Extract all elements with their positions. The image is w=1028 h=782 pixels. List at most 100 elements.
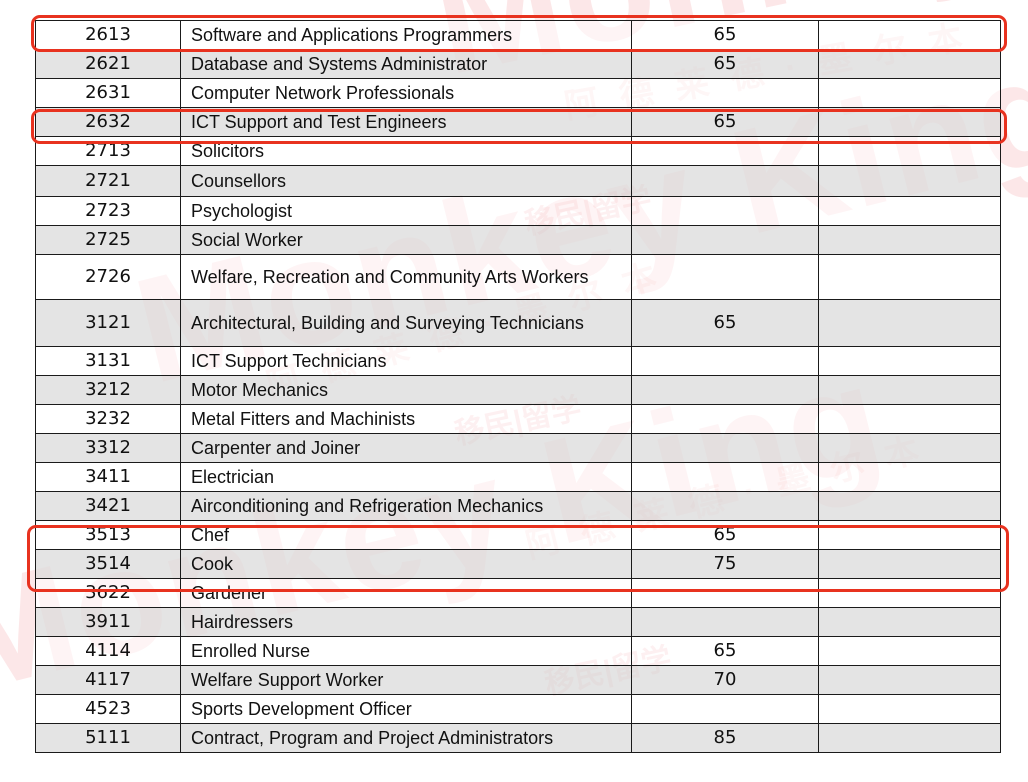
- extra-cell: [818, 491, 1001, 521]
- occupation-name-cell: Electrician: [180, 462, 632, 492]
- points-score-cell: 65: [631, 20, 819, 50]
- table-row: 4114 Enrolled Nurse 65: [35, 636, 1001, 666]
- points-score-cell: 65: [631, 520, 819, 550]
- points-score-cell: [631, 578, 819, 608]
- occupation-code-cell: 3121: [35, 299, 181, 347]
- occupation-name-cell: Hairdressers: [180, 607, 632, 637]
- occupation-name-cell: Database and Systems Administrator: [180, 49, 632, 79]
- extra-cell: [818, 346, 1001, 376]
- occupation-name-cell: Carpenter and Joiner: [180, 433, 632, 463]
- points-score-cell: 65: [631, 49, 819, 79]
- table-row: 2721 Counsellors: [35, 165, 1001, 197]
- occupation-code-cell: 3622: [35, 578, 181, 608]
- occupation-code-cell: 5111: [35, 723, 181, 753]
- occupation-name-cell: Sports Development Officer: [180, 694, 632, 724]
- occupation-code-cell: 3312: [35, 433, 181, 463]
- table-row: 3421 Airconditioning and Refrigeration Me…: [35, 491, 1001, 521]
- occupation-code-cell: 2721: [35, 165, 181, 197]
- occupation-code-cell: 4114: [35, 636, 181, 666]
- occupation-code-cell: 2726: [35, 254, 181, 300]
- occupation-code-cell: 3131: [35, 346, 181, 376]
- table-row: 3312 Carpenter and Joiner: [35, 433, 1001, 463]
- occupation-code-cell: 3421: [35, 491, 181, 521]
- points-score-cell: 65: [631, 107, 819, 137]
- occupation-code-cell: 3513: [35, 520, 181, 550]
- points-score-cell: [631, 607, 819, 637]
- table-row: 2725 Social Worker: [35, 225, 1001, 255]
- occupation-name-cell: Motor Mechanics: [180, 375, 632, 405]
- occupation-name-cell: Solicitors: [180, 136, 632, 166]
- extra-cell: [818, 254, 1001, 300]
- points-score-cell: [631, 136, 819, 166]
- points-score-cell: 70: [631, 665, 819, 695]
- points-score-cell: 65: [631, 636, 819, 666]
- table-row: 4523 Sports Development Officer: [35, 694, 1001, 724]
- occupation-code-cell: 3514: [35, 549, 181, 579]
- occupation-code-cell: 4523: [35, 694, 181, 724]
- extra-cell: [818, 136, 1001, 166]
- extra-cell: [818, 20, 1001, 50]
- occupation-table: 2613 Software and Applications Programmer…: [35, 20, 1001, 753]
- points-score-cell: [631, 694, 819, 724]
- occupation-code-cell: 3212: [35, 375, 181, 405]
- points-score-cell: [631, 225, 819, 255]
- occupation-name-cell: Enrolled Nurse: [180, 636, 632, 666]
- points-score-cell: [631, 491, 819, 521]
- extra-cell: [818, 578, 1001, 608]
- occupation-name-cell: Welfare, Recreation and Community Arts W…: [180, 254, 632, 300]
- occupation-code-cell: 4117: [35, 665, 181, 695]
- table-row: 2613 Software and Applications Programmer…: [35, 20, 1001, 50]
- occupation-code-cell: 3232: [35, 404, 181, 434]
- table-row: 3622 Gardener: [35, 578, 1001, 608]
- points-score-cell: 85: [631, 723, 819, 753]
- table-row: 3121 Architectural, Building and Surveyin…: [35, 299, 1001, 347]
- occupation-name-cell: Psychologist: [180, 196, 632, 226]
- extra-cell: [818, 636, 1001, 666]
- occupation-name-cell: Chef: [180, 520, 632, 550]
- occupation-name-cell: Contract, Program and Project Administra…: [180, 723, 632, 753]
- points-score-cell: [631, 375, 819, 405]
- table-row: 3911 Hairdressers: [35, 607, 1001, 637]
- occupation-name-cell: Architectural, Building and Surveying Te…: [180, 299, 632, 347]
- points-score-cell: [631, 433, 819, 463]
- occupation-code-cell: 3411: [35, 462, 181, 492]
- occupation-name-cell: Computer Network Professionals: [180, 78, 632, 108]
- extra-cell: [818, 299, 1001, 347]
- extra-cell: [818, 404, 1001, 434]
- table-row: 3131 ICT Support Technicians: [35, 346, 1001, 376]
- table-row: 2723 Psychologist: [35, 196, 1001, 226]
- table-row: 2631 Computer Network Professionals: [35, 78, 1001, 108]
- occupation-name-cell: ICT Support and Test Engineers: [180, 107, 632, 137]
- points-score-cell: [631, 165, 819, 197]
- table-row: 2713 Solicitors: [35, 136, 1001, 166]
- table-row: 2632 ICT Support and Test Engineers 65: [35, 107, 1001, 137]
- extra-cell: [818, 78, 1001, 108]
- occupation-name-cell: Metal Fitters and Machinists: [180, 404, 632, 434]
- table-row: 4117 Welfare Support Worker 70: [35, 665, 1001, 695]
- extra-cell: [818, 665, 1001, 695]
- table-row: 3232 Metal Fitters and Machinists: [35, 404, 1001, 434]
- extra-cell: [818, 225, 1001, 255]
- extra-cell: [818, 723, 1001, 753]
- extra-cell: [818, 607, 1001, 637]
- table-row: 3212 Motor Mechanics: [35, 375, 1001, 405]
- points-score-cell: [631, 196, 819, 226]
- extra-cell: [818, 549, 1001, 579]
- extra-cell: [818, 462, 1001, 492]
- occupation-code-cell: 2632: [35, 107, 181, 137]
- occupation-name-cell: Welfare Support Worker: [180, 665, 632, 695]
- extra-cell: [818, 375, 1001, 405]
- occupation-code-cell: 2621: [35, 49, 181, 79]
- occupation-name-cell: Counsellors: [180, 165, 632, 197]
- points-score-cell: 65: [631, 299, 819, 347]
- occupation-code-cell: 2725: [35, 225, 181, 255]
- occupation-name-cell: ICT Support Technicians: [180, 346, 632, 376]
- table-row: 3513 Chef 65: [35, 520, 1001, 550]
- extra-cell: [818, 196, 1001, 226]
- occupation-code-cell: 2613: [35, 20, 181, 50]
- extra-cell: [818, 520, 1001, 550]
- extra-cell: [818, 49, 1001, 79]
- extra-cell: [818, 694, 1001, 724]
- occupation-name-cell: Software and Applications Programmers: [180, 20, 632, 50]
